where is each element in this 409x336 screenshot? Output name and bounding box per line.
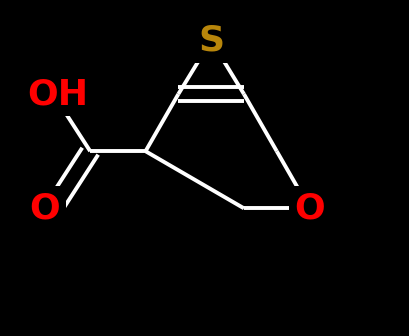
- Text: O: O: [29, 191, 61, 225]
- Text: S: S: [198, 23, 224, 57]
- Text: OH: OH: [27, 77, 88, 111]
- Text: O: O: [294, 191, 324, 225]
